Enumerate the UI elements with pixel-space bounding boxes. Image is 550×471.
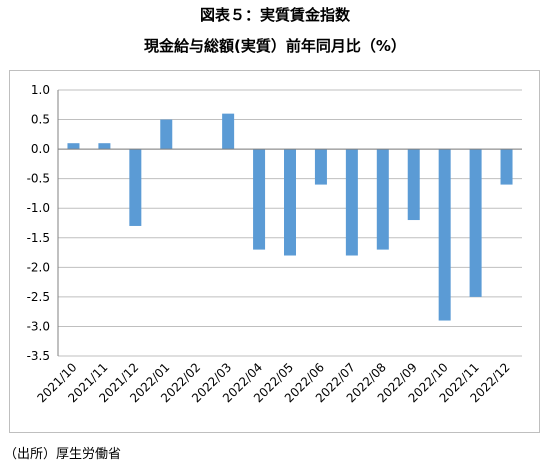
chart-frame: 1.0 0.5 0.0 -0.5 -1.0 -1.5 -2.0 -2.5 -3.0 -3.5 202… — [9, 70, 540, 433]
y-tick-label: -2.0 — [27, 260, 50, 274]
bar — [345, 149, 358, 256]
bar — [469, 149, 482, 297]
bar — [407, 149, 420, 221]
chart-title: 図表５：実質賃金指数 — [199, 6, 350, 24]
bar — [284, 149, 296, 256]
bar — [376, 149, 389, 250]
bar — [500, 149, 513, 185]
y-tick-label: -2.5 — [27, 290, 50, 304]
bar-chart: 1.00.50.0-0.5-1.0-1.5-2.0-2.5-3.0-3.5202… — [27, 83, 522, 405]
source-note: （出所）厚生労働省 — [4, 447, 122, 462]
y-tick-label: -1.0 — [27, 201, 50, 215]
bar — [160, 119, 173, 150]
bar — [438, 149, 451, 321]
y-tick-label: 0.0 — [31, 142, 50, 156]
bar — [253, 149, 266, 250]
bar — [129, 149, 142, 226]
chart-subtitle: 現金給与総額(実質）前年同月比（%） — [144, 37, 406, 55]
y-tick-label: -3.5 — [27, 349, 50, 363]
y-tick-label: 0.5 — [31, 113, 50, 127]
bar — [98, 143, 111, 150]
y-tick-label: 1.0 — [31, 83, 50, 97]
bar — [67, 143, 80, 150]
bar — [222, 113, 235, 150]
y-tick-label: -1.5 — [27, 231, 50, 245]
y-tick-label: -3.0 — [27, 319, 50, 333]
bar — [314, 149, 327, 185]
y-tick-label: -0.5 — [27, 172, 50, 186]
